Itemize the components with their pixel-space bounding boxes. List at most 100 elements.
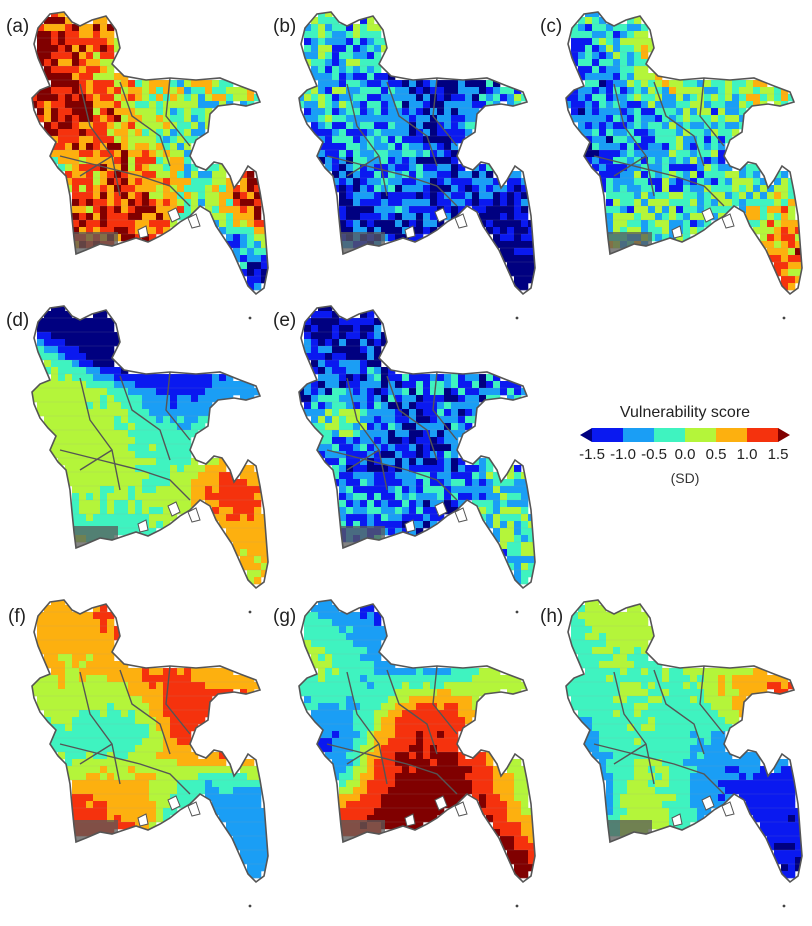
district-cell [346,150,354,158]
district-cell [128,136,136,144]
district-cell [634,136,642,144]
district-cell [381,416,389,424]
district-cell [746,80,754,88]
district-cell [374,59,382,67]
district-cell [156,717,164,725]
district-cell [732,94,740,102]
district-cell [690,227,698,235]
district-cell [599,164,607,172]
district-cell [58,45,66,53]
district-cell [212,773,220,781]
district-cell [332,73,340,81]
district-cell [423,521,431,529]
district-cell [486,493,494,501]
district-cell [86,332,94,340]
district-cell [402,808,410,816]
district-cell [65,150,73,158]
district-cell [353,402,361,410]
district-cell [212,388,220,396]
district-cell [114,395,122,403]
district-cell [93,17,101,25]
district-cell [367,80,375,88]
division-boundary [613,83,655,197]
district-cell [381,780,389,788]
district-cell [135,731,143,739]
district-cell [100,311,108,319]
district-cell [514,192,522,200]
district-cell [676,178,684,186]
district-cell [395,185,403,193]
district-cell [430,710,438,718]
district-cell [346,87,354,95]
district-cell [184,136,192,144]
district-cell [641,227,649,235]
district-cell [163,213,171,221]
district-cell [416,472,424,480]
district-cell [472,115,480,123]
district-cell [472,780,480,788]
district-cell [381,710,389,718]
district-cell [430,675,438,683]
district-cell [346,402,354,410]
district-cell [163,143,171,151]
district-cell [683,192,691,200]
district-cell [121,381,129,389]
district-cell [402,164,410,172]
district-cell [493,493,501,501]
district-cell [65,458,73,466]
district-cell [430,199,438,207]
district-cell [65,682,73,690]
district-cell [423,185,431,193]
district-cell [121,780,129,788]
district-cell [676,157,684,165]
district-cell [86,227,94,235]
district-cell [353,668,361,676]
district-cell [72,703,80,711]
district-cell [114,332,122,340]
district-cell [374,388,382,396]
district-cell [121,122,129,130]
district-cell [100,129,108,137]
district-cell [121,150,129,158]
district-cell [135,675,143,683]
district-cell [353,374,361,382]
district-cell [240,486,248,494]
district-cell [240,192,248,200]
district-cell [423,794,431,802]
district-cell [613,150,621,158]
district-cell [374,360,382,368]
district-cell [500,801,508,809]
district-cell [114,115,122,123]
district-cell [170,465,178,473]
district-cell [634,80,642,88]
district-cell [142,787,150,795]
district-cell [374,409,382,417]
district-cell [198,199,206,207]
district-cell [107,101,115,109]
district-cell [128,465,136,473]
district-cell [669,157,677,165]
district-cell [51,115,59,123]
district-cell [655,150,663,158]
district-cell [592,80,600,88]
district-cell [521,773,529,781]
district-cell [149,374,157,382]
district-cell [395,689,403,697]
district-cell [374,115,382,123]
district-cell [37,619,45,627]
district-cell [444,472,452,480]
district-cell [332,332,340,340]
district-cell [507,101,515,109]
district-cell [493,185,501,193]
district-cell [32,388,38,396]
district-cell [493,199,501,207]
district-cell [739,101,747,109]
district-cell [100,493,108,501]
district-cell [725,101,733,109]
district-cell [697,143,705,151]
district-cell [423,724,431,732]
district-cell [339,402,347,410]
district-cell [100,73,108,81]
district-cell [79,129,87,137]
district-cell [493,780,501,788]
